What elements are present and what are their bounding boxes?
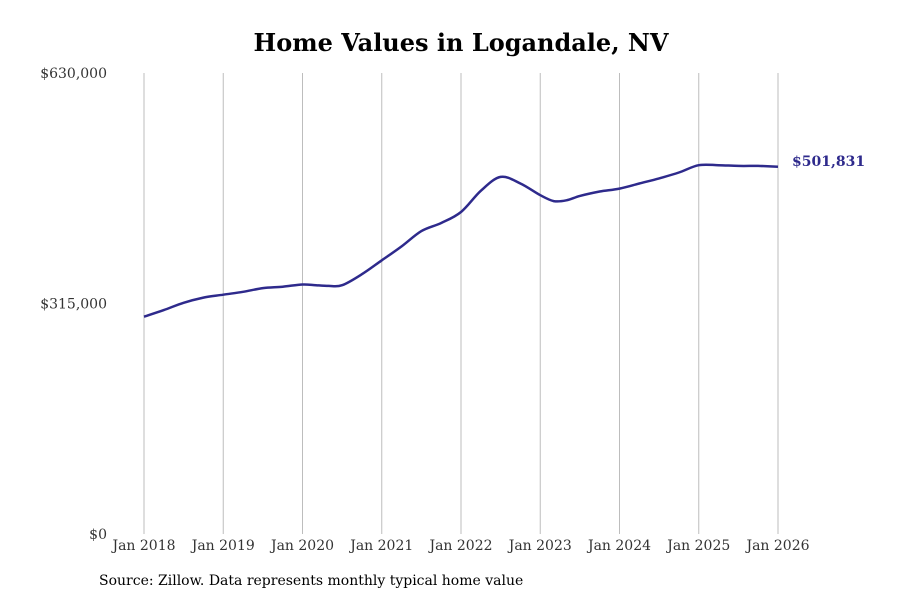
x-tick-label: Jan 2018	[110, 538, 175, 554]
vertical-gridlines	[143, 73, 779, 534]
x-tick-label: Jan 2019	[190, 538, 255, 554]
y-tick-label: $315,000	[40, 297, 107, 313]
x-tick-label: Jan 2020	[269, 538, 334, 554]
y-axis-tick-labels: $0 $315,000 $630,000	[40, 66, 107, 543]
x-tick-label: Jan 2024	[586, 538, 651, 554]
y-tick-label: $630,000	[40, 66, 107, 82]
x-axis-tick-labels: Jan 2018 Jan 2019 Jan 2020 Jan 2021 Jan 2022…	[110, 538, 809, 554]
end-value-label: $501,831	[792, 154, 865, 170]
series-line	[143, 163, 779, 318]
x-tick-label: Jan 2026	[744, 538, 809, 554]
x-tick-label: Jan 2025	[665, 538, 730, 554]
x-tick-label: Jan 2021	[348, 538, 413, 554]
chart-title: Home Values in Logandale, NV	[254, 28, 669, 57]
series-layer	[143, 163, 779, 318]
y-tick-label: $0	[89, 527, 107, 543]
x-tick-label: Jan 2023	[507, 538, 572, 554]
x-tick-label: Jan 2022	[427, 538, 492, 554]
source-note: Source: Zillow. Data represents monthly …	[99, 573, 524, 589]
